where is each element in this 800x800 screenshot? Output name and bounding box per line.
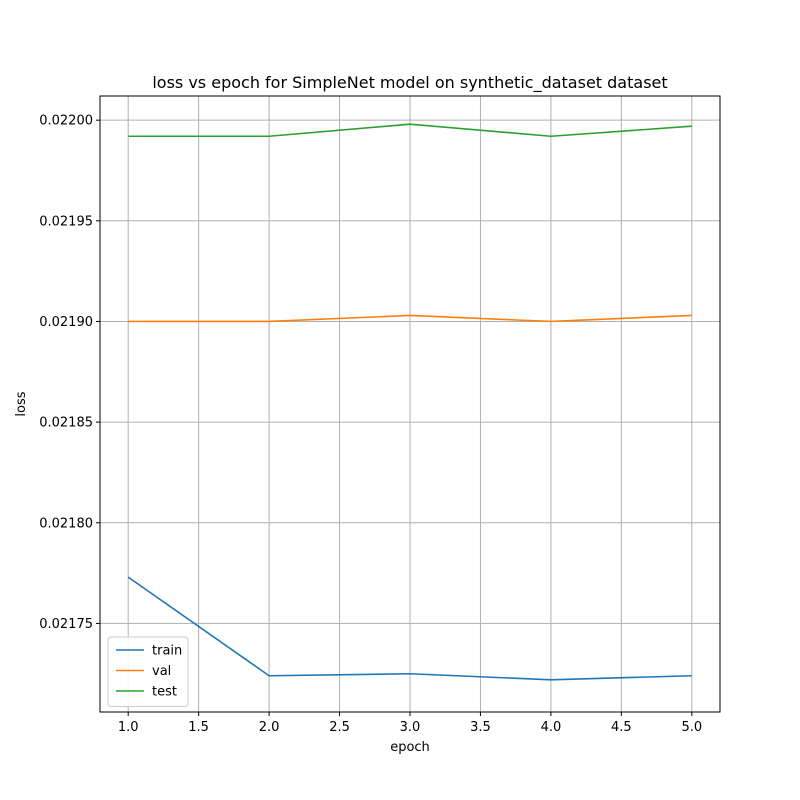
grid-layer xyxy=(100,96,720,712)
x-tick-label: 4.0 xyxy=(541,720,562,735)
y-tick-label: 0.02175 xyxy=(39,617,93,632)
axis-ticks: 1.0 1.5 2.0 2.5 3.0 3.5 4.0 4.5 5.0 0.02175 0.0218… xyxy=(39,114,702,735)
chart-title: loss vs epoch for SimpleNet model on syn… xyxy=(152,73,667,93)
series-line-val xyxy=(128,314,692,323)
series-lines xyxy=(127,123,692,681)
x-tick-label: 4.5 xyxy=(611,720,632,735)
y-tick-label: 0.02195 xyxy=(39,214,93,229)
legend-label-train: train xyxy=(152,644,182,659)
x-tick-label: 5.0 xyxy=(681,720,702,735)
y-axis-label: loss xyxy=(14,391,29,416)
legend-label-val: val xyxy=(152,664,171,679)
y-tick-label: 0.02185 xyxy=(39,416,93,431)
x-tick-label: 3.5 xyxy=(470,720,491,735)
y-tick-label: 0.02200 xyxy=(39,114,93,129)
x-tick-label: 1.5 xyxy=(188,720,209,735)
x-tick-label: 2.0 xyxy=(259,720,280,735)
x-tick-label: 1.0 xyxy=(118,720,139,735)
x-axis-label: epoch xyxy=(390,740,430,755)
legend-label-test: test xyxy=(152,685,177,700)
legend: train val test xyxy=(107,636,189,707)
y-tick-label: 0.02180 xyxy=(39,516,93,531)
x-tick-label: 3.0 xyxy=(400,720,421,735)
legend-box xyxy=(107,636,189,707)
series-line-test xyxy=(128,123,692,138)
y-tick-label: 0.02190 xyxy=(39,315,93,330)
series-line-train xyxy=(127,576,692,681)
x-tick-label: 2.5 xyxy=(329,720,350,735)
